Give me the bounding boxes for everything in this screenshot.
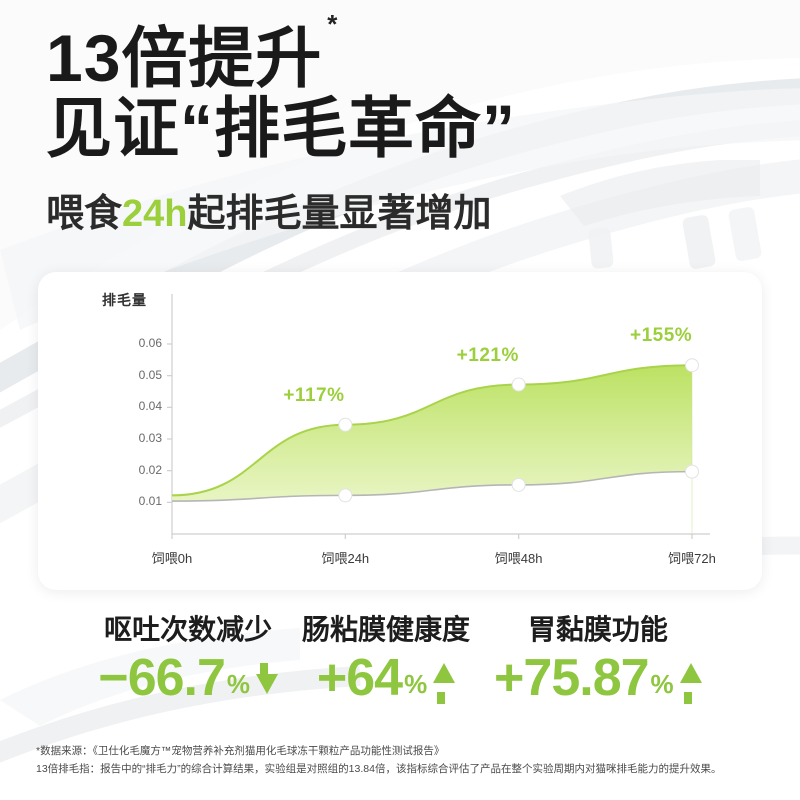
stat-value-row: +64 % — [302, 652, 470, 704]
headline-line-2: 见证“排毛革命” — [46, 90, 516, 165]
data-point-experimental — [511, 377, 526, 392]
x-tick-label: 饲喂24h — [321, 551, 370, 566]
headline-line-1-text: 13倍提升 — [46, 21, 323, 95]
footnote: *数据来源：《卫仕化毛魔方™宠物营养补充剂猫用化毛球冻干颗粒产品功能性测试报告》… — [36, 742, 776, 779]
chart-y-axis-title: 排毛量 — [102, 292, 147, 308]
subline-highlight: 24h — [122, 192, 188, 235]
stat-value: +64 — [316, 649, 403, 707]
chart-annotation: +121% — [456, 344, 519, 366]
series-line-control — [171, 470, 693, 502]
stats-row: 呕吐次数减少 −66.7 % 肠粘膜健康度 +64 % 胃黏膜功能 +75.87… — [0, 608, 800, 704]
chart-svg — [167, 294, 710, 539]
data-point-control — [511, 477, 526, 492]
stat-percent-sign: % — [404, 669, 428, 699]
x-tick-label: 饲喂0h — [151, 551, 193, 566]
stat-value-row: +75.87 % — [494, 652, 702, 704]
data-point-experimental — [338, 417, 353, 432]
chart-annotation: +117% — [283, 384, 345, 406]
stat-card-0: 呕吐次数减少 −66.7 % — [86, 608, 290, 704]
data-point-experimental — [685, 358, 699, 373]
stat-trend-down-icon — [250, 663, 279, 704]
chart-card: 排毛量 0.01 0.02 0.03 0.04 0.05 0.06 饲喂0h 饲喂24h 饲喂… — [38, 272, 762, 590]
headline-subline: 喂食24h起排毛量显著增加 — [46, 182, 516, 237]
chart-annotation: +155% — [630, 325, 693, 347]
stat-trend-up-icon — [674, 663, 702, 704]
subline-suffix: 起排毛量显著增加 — [187, 192, 492, 235]
headline-block: 13倍提升 * 见证“排毛革命” 喂食24h起排毛量显著增加 — [46, 9, 516, 237]
footnote-line-1: *数据来源：《卫仕化毛魔方™宠物营养补充剂猫用化毛球冻干颗粒产品功能性测试报告》 — [36, 745, 445, 757]
data-point-control — [685, 464, 699, 479]
stat-card-1: 肠粘膜健康度 +64 % — [290, 608, 482, 704]
stat-title: 胃黏膜功能 — [527, 614, 668, 645]
y-tick-label: 0.06 — [138, 336, 162, 350]
stat-value: −66.7 — [98, 649, 226, 707]
y-tick-label: 0.04 — [138, 399, 162, 414]
stat-trend-up-icon — [427, 663, 456, 704]
x-tick-label: 饲喂48h — [494, 551, 543, 566]
stat-value: +75.87 — [494, 649, 649, 707]
y-tick-label: 0.03 — [138, 431, 162, 445]
y-tick-label: 0.02 — [138, 462, 162, 477]
y-tick-label: 0.05 — [138, 367, 162, 382]
stat-title: 肠粘膜健康度 — [302, 614, 471, 645]
stat-value-row: −66.7 % — [98, 649, 279, 707]
data-point-control — [338, 488, 353, 503]
chart-area-band — [172, 365, 692, 502]
subline-prefix: 喂食 — [46, 192, 123, 235]
footnote-line-2: 13倍排毛指：报告中的“排毛力”的综合计算结果，实验组是对照组的13.84倍，该… — [36, 763, 722, 776]
y-tick-label: 0.01 — [138, 494, 162, 509]
stat-card-2: 胃黏膜功能 +75.87 % — [482, 608, 714, 704]
headline-asterisk: * — [327, 9, 339, 39]
chart-plot-area: 0.01 0.02 0.03 0.04 0.05 0.06 饲喂0h 饲喂24h 饲喂48h 饲… — [38, 272, 762, 590]
x-tick-label: 饲喂72h — [668, 551, 716, 566]
stat-percent-sign: % — [650, 669, 674, 699]
headline-line-1: 13倍提升 * — [46, 9, 337, 96]
stat-title: 呕吐次数减少 — [104, 614, 273, 645]
stat-percent-sign: % — [226, 669, 251, 699]
series-line-experimental — [171, 364, 693, 497]
